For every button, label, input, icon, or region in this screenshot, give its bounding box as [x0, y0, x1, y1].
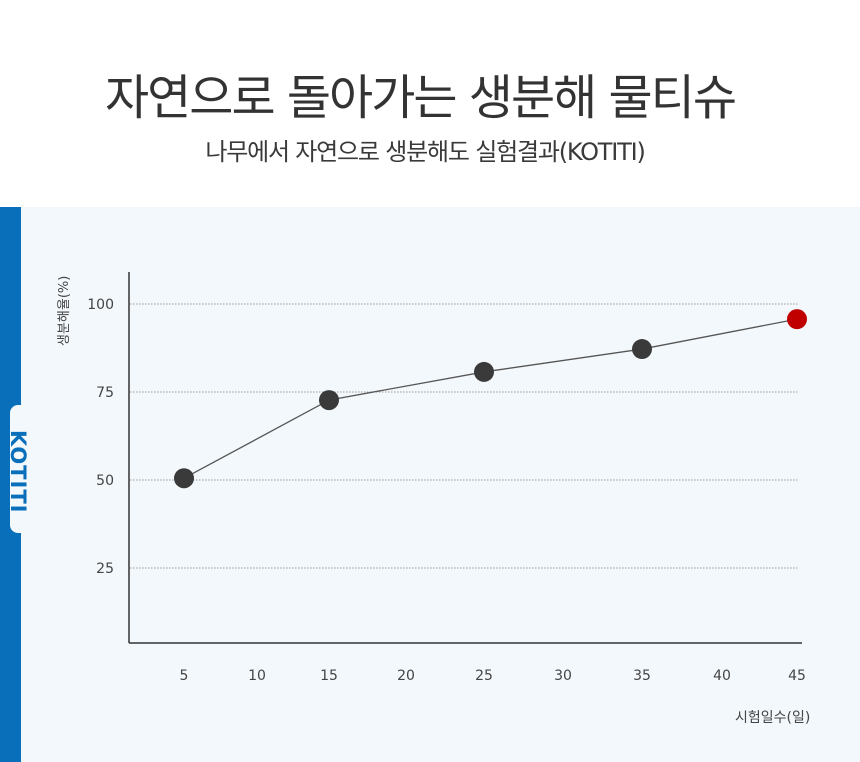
x-tick-label: 40 — [713, 668, 731, 684]
data-line — [183, 318, 798, 479]
x-tick-label: 35 — [633, 668, 651, 684]
y-tick-label: 100 — [87, 297, 114, 313]
y-tick-labels: 25 50 75 100 — [87, 297, 114, 577]
x-tick-labels: 5 10 15 20 25 30 35 40 45 — [180, 668, 806, 684]
x-tick-label: 25 — [475, 668, 493, 684]
y-axis-title: 생분해율(%) — [57, 275, 72, 346]
y-tick-label: 50 — [96, 473, 114, 489]
x-tick-label: 45 — [788, 668, 806, 684]
x-axis-title: 시험일수(일) — [735, 710, 811, 726]
page-title: 자연으로 돌아가는 생분해 물티슈 — [104, 70, 737, 126]
gridlines — [130, 303, 799, 569]
x-tick-label: 10 — [248, 668, 266, 684]
data-points — [174, 309, 807, 489]
y-tick-label: 75 — [96, 385, 114, 401]
brand-tab — [10, 405, 38, 533]
x-tick-label: 15 — [320, 668, 338, 684]
x-tick-label: 30 — [554, 668, 572, 684]
data-point-highlight — [787, 309, 807, 330]
chart-panel — [0, 207, 860, 762]
data-point — [474, 361, 494, 382]
page-subtitle: 나무에서 자연으로 생분해도 실험결과(KOTITI) — [205, 138, 645, 166]
data-point — [632, 339, 652, 360]
x-tick-label: 20 — [397, 668, 415, 684]
x-tick-label: 5 — [180, 668, 189, 684]
y-tick-label: 25 — [96, 561, 114, 577]
data-point — [174, 468, 194, 489]
data-point — [319, 390, 339, 411]
